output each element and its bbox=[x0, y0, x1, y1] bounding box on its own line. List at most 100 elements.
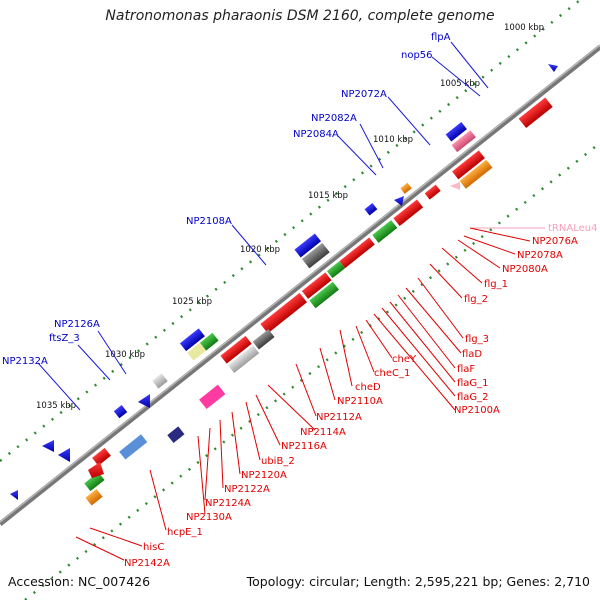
gene-feature bbox=[400, 182, 412, 194]
scale-label: 1005 kbp bbox=[440, 79, 480, 89]
gene-feature bbox=[187, 342, 207, 361]
gene-feature bbox=[179, 328, 205, 352]
gene-label-ubiB_2[interactable]: ubiB_2 bbox=[261, 456, 295, 467]
leader-line bbox=[405, 287, 462, 354]
leader-line bbox=[431, 56, 481, 97]
leader-line bbox=[373, 313, 456, 411]
gene-label-NP2122A[interactable]: NP2122A bbox=[224, 484, 270, 495]
gene-feature bbox=[10, 490, 18, 500]
gene-feature bbox=[445, 122, 467, 142]
gene-feature bbox=[393, 199, 424, 227]
gene-label-hcpE_1[interactable]: hcpE_1 bbox=[167, 527, 203, 538]
leader-line bbox=[319, 347, 336, 401]
gene-feature bbox=[459, 159, 493, 189]
gene-label-tRNALeu4[interactable]: tRNALeu4 bbox=[548, 223, 597, 234]
gene-label-NP2108A[interactable]: NP2108A bbox=[186, 216, 232, 227]
gene-label-NP2112A[interactable]: NP2112A bbox=[316, 412, 362, 423]
gene-label-NP2114A[interactable]: NP2114A bbox=[300, 427, 346, 438]
gene-feature bbox=[88, 462, 104, 478]
gene-feature bbox=[301, 242, 330, 269]
leader-line bbox=[149, 469, 167, 531]
gene-label-cheY[interactable]: cheY bbox=[392, 354, 417, 365]
leader-line bbox=[245, 401, 261, 461]
leader-line bbox=[381, 307, 456, 397]
gene-label-NP2082A[interactable]: NP2082A bbox=[311, 113, 357, 124]
leader-line bbox=[89, 527, 143, 547]
gene-feature bbox=[119, 434, 148, 460]
leader-line bbox=[295, 363, 317, 417]
gene-label-flg_1[interactable]: flg_1 bbox=[484, 279, 508, 290]
gene-label-flaD[interactable]: flaD bbox=[462, 349, 482, 360]
scale-label: 1000 kbp bbox=[504, 23, 544, 33]
gene-label-NP2110A[interactable]: NP2110A bbox=[337, 396, 383, 407]
leader-line bbox=[37, 362, 81, 411]
gene-label-NP2076A[interactable]: NP2076A bbox=[532, 236, 578, 247]
gene-label-ftsZ_3[interactable]: ftsZ_3 bbox=[49, 333, 80, 344]
gene-feature bbox=[92, 447, 111, 466]
gene-label-NP2072A[interactable]: NP2072A bbox=[341, 89, 387, 100]
gene-label-flaG_1[interactable]: flaG_1 bbox=[457, 378, 489, 389]
leader-line bbox=[417, 277, 464, 339]
gene-label-NP2078A[interactable]: NP2078A bbox=[517, 250, 563, 261]
gene-label-flg_2[interactable]: flg_2 bbox=[464, 294, 488, 305]
leader-line bbox=[204, 427, 211, 501]
scale-label: 1015 kbp bbox=[308, 191, 348, 201]
leader-line bbox=[389, 301, 456, 383]
gene-feature bbox=[85, 488, 103, 506]
gene-label-hisC[interactable]: hisC bbox=[143, 542, 164, 553]
gene-label-NP2126A[interactable]: NP2126A bbox=[54, 319, 100, 330]
scale-label: 1035 kbp bbox=[36, 401, 76, 411]
scale-label: 1030 kbp bbox=[105, 350, 145, 360]
gene-label-flaF[interactable]: flaF bbox=[457, 364, 475, 375]
gene-label-NP2142A[interactable]: NP2142A bbox=[124, 558, 170, 569]
leader-line bbox=[337, 135, 377, 176]
gene-label-NP2100A[interactable]: NP2100A bbox=[454, 405, 500, 416]
gene-feature bbox=[394, 196, 404, 206]
gene-feature bbox=[152, 373, 168, 389]
gene-label-flaG_2[interactable]: flaG_2 bbox=[457, 392, 489, 403]
gene-label-NP2116A[interactable]: NP2116A bbox=[281, 441, 327, 452]
gene-feature bbox=[260, 292, 307, 334]
gene-label-nop56[interactable]: nop56 bbox=[401, 50, 433, 61]
gene-label-NP2130A[interactable]: NP2130A bbox=[186, 512, 232, 523]
leader-line bbox=[463, 235, 516, 255]
leader-line bbox=[97, 330, 127, 375]
leader-line bbox=[429, 263, 463, 299]
genome-backbone-highlight bbox=[0, 44, 600, 523]
gene-feature bbox=[167, 426, 185, 443]
gene-feature bbox=[364, 203, 378, 216]
leader-line bbox=[197, 435, 206, 515]
leader-line bbox=[450, 41, 489, 89]
gene-label-NP2084A[interactable]: NP2084A bbox=[293, 129, 339, 140]
gene-label-cheC_1[interactable]: cheC_1 bbox=[374, 368, 410, 379]
leader-line bbox=[231, 224, 267, 266]
gene-label-flpA[interactable]: flpA bbox=[431, 32, 451, 43]
gene-feature bbox=[220, 335, 252, 364]
leader-line bbox=[355, 325, 375, 373]
tick-track-inner bbox=[24, 142, 600, 600]
leader-line bbox=[77, 344, 111, 381]
gene-feature bbox=[227, 345, 260, 374]
gene-label-NP2132A[interactable]: NP2132A bbox=[2, 356, 48, 367]
genome-stats-text: Topology: circular; Length: 2,595,221 bp… bbox=[246, 574, 590, 589]
leader-line bbox=[75, 536, 125, 561]
gene-feature bbox=[42, 440, 54, 452]
gene-feature bbox=[252, 329, 275, 350]
map-title: Natronomonas pharaonis DSM 2160, complet… bbox=[105, 8, 495, 24]
gene-feature bbox=[138, 394, 150, 408]
gene-label-cheD[interactable]: cheD bbox=[355, 382, 381, 393]
scale-label: 1020 kbp bbox=[240, 245, 280, 255]
scale-label: 1010 kbp bbox=[373, 135, 413, 145]
gene-label-NP2124A[interactable]: NP2124A bbox=[205, 498, 251, 509]
genome-backbone bbox=[0, 45, 600, 526]
leader-line bbox=[469, 227, 531, 242]
gene-feature bbox=[301, 272, 332, 299]
gene-feature bbox=[309, 281, 340, 309]
leader-line bbox=[359, 123, 384, 169]
gene-label-NP2080A[interactable]: NP2080A bbox=[502, 264, 548, 275]
gene-feature bbox=[372, 220, 398, 243]
gene-label-flg_3[interactable]: flg_3 bbox=[465, 334, 489, 345]
gene-label-NP2120A[interactable]: NP2120A bbox=[241, 470, 287, 481]
gene-feature bbox=[339, 237, 375, 269]
